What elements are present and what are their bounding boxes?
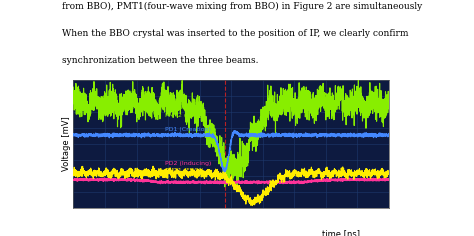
Text: When the BBO crystal was inserted to the position of IP, we clearly confirm: When the BBO crystal was inserted to the… xyxy=(62,29,408,38)
Text: PD1 (Creation): PD1 (Creation) xyxy=(165,127,211,132)
Text: time [ns]: time [ns] xyxy=(322,229,360,236)
Text: synchronization between the three beams.: synchronization between the three beams. xyxy=(62,56,258,65)
Text: PMT2 (SHG): PMT2 (SHG) xyxy=(165,113,202,118)
Text: PMT1 (FWM): PMT1 (FWM) xyxy=(165,168,203,173)
Text: from BBO), PMT1(four-wave mixing from BBO) in Figure 2 are simultaneously: from BBO), PMT1(four-wave mixing from BB… xyxy=(62,2,422,11)
Y-axis label: Voltage [mV]: Voltage [mV] xyxy=(62,117,71,171)
Text: PD2 (Inducing): PD2 (Inducing) xyxy=(165,161,211,166)
